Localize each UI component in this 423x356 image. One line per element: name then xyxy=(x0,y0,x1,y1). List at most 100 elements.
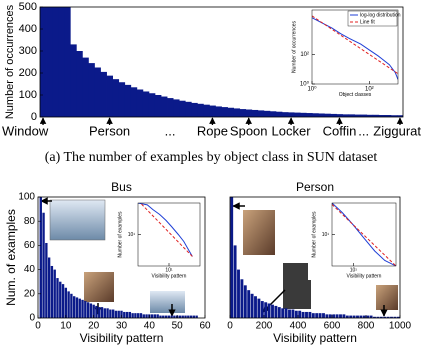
bar xyxy=(170,315,173,318)
bar xyxy=(40,7,47,117)
bar xyxy=(130,87,138,117)
bar xyxy=(53,269,56,318)
bar xyxy=(318,313,322,318)
annotation: Coffin xyxy=(323,123,357,138)
bar xyxy=(203,104,210,117)
bar xyxy=(221,107,228,117)
bar xyxy=(137,313,140,318)
x-tick-label: 10¹ xyxy=(350,267,358,273)
y-axis-label: Number of examples xyxy=(117,211,123,258)
bar xyxy=(378,115,386,117)
x-axis-label: Visibility pattern xyxy=(347,273,382,279)
x-tick-label: 10¹ xyxy=(165,267,173,273)
annotation: ... xyxy=(165,123,176,138)
bar xyxy=(300,112,307,117)
inset-background xyxy=(288,8,400,98)
annotation: Ziggurat xyxy=(373,123,421,138)
bar xyxy=(243,285,247,318)
axes-frame xyxy=(311,9,399,85)
bar xyxy=(173,315,176,318)
x-tick-label: 200 xyxy=(256,321,273,332)
bar xyxy=(139,313,143,318)
bar xyxy=(215,106,222,117)
y-axis-label: Number of occurrences xyxy=(291,21,297,73)
x-tick-label: 400 xyxy=(290,321,307,332)
bar xyxy=(342,114,349,117)
bar xyxy=(125,311,129,318)
bar xyxy=(291,309,295,318)
bar xyxy=(342,314,346,318)
y-axis-label: Number of occurrences xyxy=(4,4,16,119)
bar xyxy=(396,115,403,117)
bar xyxy=(349,315,353,318)
bar xyxy=(64,287,68,318)
annotation: Person xyxy=(89,123,130,138)
annotation: Window xyxy=(2,123,49,138)
bar xyxy=(46,7,53,117)
bar xyxy=(318,113,325,117)
bar xyxy=(109,309,112,318)
bar xyxy=(103,308,106,318)
bar xyxy=(106,75,113,117)
bar xyxy=(247,290,251,318)
bar xyxy=(197,103,204,117)
bar xyxy=(42,212,45,318)
bar xyxy=(95,305,98,318)
y-axis-label: Num. of examples xyxy=(4,209,18,306)
legend-box xyxy=(347,10,398,27)
bar xyxy=(81,299,84,318)
bar xyxy=(281,308,285,318)
line xyxy=(312,15,398,75)
bar xyxy=(277,307,281,318)
y-tick-label: 10¹ xyxy=(322,232,330,238)
plot-area xyxy=(138,203,193,257)
bar xyxy=(64,7,71,117)
bar xyxy=(366,114,374,117)
line xyxy=(332,203,396,266)
bar xyxy=(59,281,62,318)
bar xyxy=(271,304,274,318)
bar xyxy=(250,293,254,318)
bar xyxy=(336,114,343,117)
photo xyxy=(376,285,398,310)
bar xyxy=(162,315,165,318)
annotation: Spoon xyxy=(230,123,268,138)
bar xyxy=(257,110,265,117)
x-tick-label: 1000 xyxy=(389,321,412,332)
bar xyxy=(308,311,312,318)
x-tick-label: 10⁰ xyxy=(307,85,317,92)
bar xyxy=(187,315,190,318)
bar xyxy=(191,102,198,117)
bar xyxy=(335,314,339,318)
x-axis-label: Visibility pattern xyxy=(152,273,187,279)
y-tick-label: 0 xyxy=(31,111,37,123)
x-tick-label: 800 xyxy=(358,321,375,332)
bar xyxy=(263,110,271,117)
bar xyxy=(161,96,168,117)
x-tick-label: 40 xyxy=(144,321,156,332)
bar xyxy=(372,114,380,117)
bar xyxy=(251,109,259,117)
bar xyxy=(98,307,101,318)
bar xyxy=(356,315,359,318)
bar xyxy=(267,303,271,318)
bar xyxy=(145,314,148,318)
line xyxy=(312,17,398,80)
x-tick-label: 30 xyxy=(116,321,128,332)
axes-frame xyxy=(137,202,201,267)
bar xyxy=(100,307,104,318)
bar xyxy=(260,301,264,318)
bar xyxy=(284,308,288,318)
plot-area xyxy=(39,197,198,318)
bar xyxy=(330,113,337,117)
bar xyxy=(306,113,313,117)
plot-area xyxy=(312,15,398,80)
y-tick-label: 20 xyxy=(24,288,36,299)
y-tick-label: 100 xyxy=(19,89,37,101)
bar xyxy=(179,100,186,117)
bar xyxy=(75,297,79,318)
bar xyxy=(275,111,283,117)
bar xyxy=(47,257,51,318)
bar xyxy=(328,314,332,318)
